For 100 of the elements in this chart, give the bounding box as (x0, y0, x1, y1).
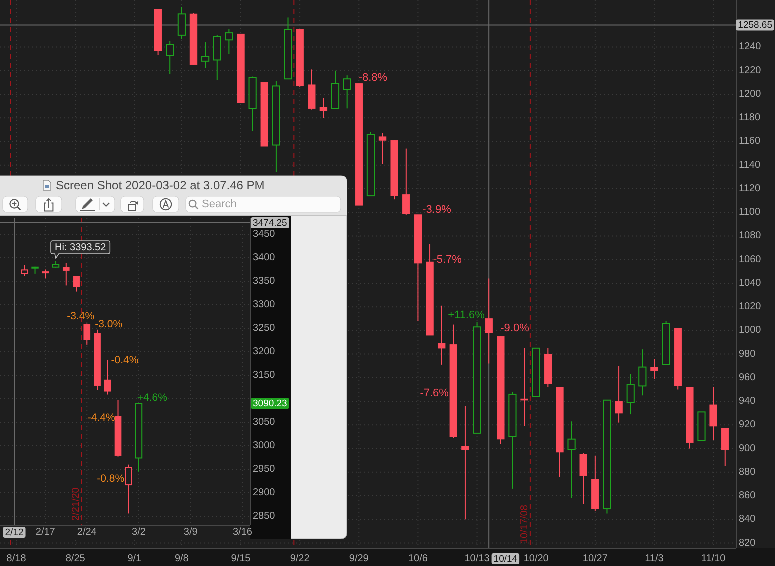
annotation: 10/17/08 (519, 504, 530, 544)
annotation: -3.0% (95, 318, 123, 330)
candlestick (84, 323, 91, 346)
y-tick-label: 1240 (739, 42, 762, 53)
annotation: -0.4% (111, 354, 139, 366)
y-tick-label: 1080 (739, 230, 762, 242)
candlestick (308, 69, 316, 110)
candlestick (650, 358, 658, 380)
candlestick (402, 148, 410, 216)
x-tick-label: 11/3 (645, 554, 664, 564)
y-tick-label: 1040 (739, 278, 762, 289)
x-tick-label: 8/25 (66, 554, 86, 564)
y-tick-label: 1000 (739, 325, 762, 336)
x-tick-label: 9/15 (231, 554, 252, 564)
annotation: -4.4% (88, 412, 116, 424)
annotation: 3090.23 (253, 398, 288, 410)
annotation: -7.6% (420, 387, 450, 400)
candlestick (225, 29, 234, 55)
candlestick (202, 42, 210, 69)
chart-title: Screen Shot 2020-03-02 at 3.07.46 PM (56, 178, 265, 192)
candlestick (638, 349, 647, 396)
y-tick-label: 3350 (253, 276, 276, 287)
y-tick-label: 840 (739, 514, 756, 526)
y-tick-label: 820 (739, 538, 756, 549)
y-tick-label: 960 (739, 372, 756, 384)
candlestick (462, 406, 470, 520)
x-tick-label: 10/27 (582, 554, 608, 564)
y-tick-label: 1060 (739, 254, 762, 266)
text: 10/14 (494, 554, 518, 565)
y-tick-label: 1100 (739, 207, 761, 218)
y-tick-label: 1220 (739, 65, 762, 76)
y-tick-label: 860 (739, 490, 756, 502)
x-tick-label: 9/8 (174, 554, 190, 564)
x-tick-label: 3/9 (184, 527, 198, 538)
y-tick-label: 1140 (739, 160, 761, 171)
candlestick (125, 464, 132, 514)
annotation: -8.8% (358, 72, 388, 84)
x-tick-label: 9/1 (128, 554, 142, 564)
ref-line-label: 1258.65 (738, 20, 773, 32)
candlestick (568, 421, 576, 499)
y-tick-label: 3450 (253, 228, 276, 240)
annotation: Search (202, 198, 237, 211)
y-tick-label: 3050 (253, 417, 276, 428)
candlestick (73, 276, 80, 292)
candlestick (320, 98, 328, 119)
y-tick-label: 920 (739, 420, 756, 431)
candlestick (62, 262, 70, 286)
y-tick-label: 1200 (739, 88, 762, 100)
x-tick-label: 11/10 (701, 554, 726, 564)
y-tick-label: 3150 (253, 370, 276, 381)
annotation: Hi: 3393.52 (55, 242, 107, 254)
y-tick-label: 2950 (253, 464, 276, 476)
annotation: -3.4% (67, 310, 95, 322)
candlestick (626, 374, 635, 416)
annotation: +4.6% (137, 392, 168, 404)
y-tick-label: 3250 (253, 322, 276, 334)
candlestick (104, 359, 112, 396)
candlestick (343, 75, 352, 110)
x-tick-label: 10/6 (408, 554, 428, 564)
y-tick-label: 2900 (253, 488, 276, 499)
candlestick (485, 278, 493, 364)
candlestick (580, 453, 588, 505)
candlestick (178, 6, 186, 40)
x-tick-label: 9/29 (349, 554, 370, 564)
x-tick-label: 10/13 (464, 554, 490, 564)
candlestick (438, 305, 446, 366)
annotation: -3.9% (422, 204, 452, 216)
y-tick-label: 3400 (253, 252, 276, 264)
annotation: 2/12 (5, 527, 24, 538)
x-tick-label: 10/20 (524, 554, 550, 564)
x-tick-label: 2/17 (36, 527, 56, 538)
annotation: -5.7% (433, 254, 462, 266)
candlestick (378, 132, 387, 165)
x-tick-label: 8/18 (6, 554, 27, 564)
candlestick (520, 348, 528, 427)
candlestick (710, 386, 718, 442)
candlestick (722, 428, 730, 468)
y-tick-label: 880 (739, 466, 756, 478)
candlestick (213, 34, 222, 81)
candlestick (615, 366, 623, 424)
x-tick-label: 3/16 (233, 527, 253, 538)
y-tick-label: 1160 (739, 136, 761, 148)
candlestick (166, 40, 174, 75)
y-tick-label: 1020 (739, 302, 762, 313)
x-tick-label: 9/22 (290, 554, 310, 564)
y-tick-label: 900 (739, 443, 756, 454)
ref-line-label: 3474.25 (253, 218, 288, 229)
y-tick-label: 1120 (739, 183, 761, 194)
y-tick-label: 3300 (253, 299, 276, 310)
annotation: -9.0% (500, 322, 530, 334)
y-tick-label: 2850 (253, 511, 276, 522)
annotation: +11.6% (448, 309, 486, 322)
y-tick-label: 3200 (253, 346, 276, 358)
y-tick-label: 980 (739, 348, 756, 360)
y-tick-label: 1180 (739, 112, 761, 124)
y-tick-label: 940 (739, 396, 756, 408)
candlestick (21, 264, 29, 277)
annotation: 2/21/20 (70, 487, 82, 521)
y-tick-label: 3000 (253, 440, 276, 452)
x-tick-label: 2/24 (77, 527, 98, 538)
